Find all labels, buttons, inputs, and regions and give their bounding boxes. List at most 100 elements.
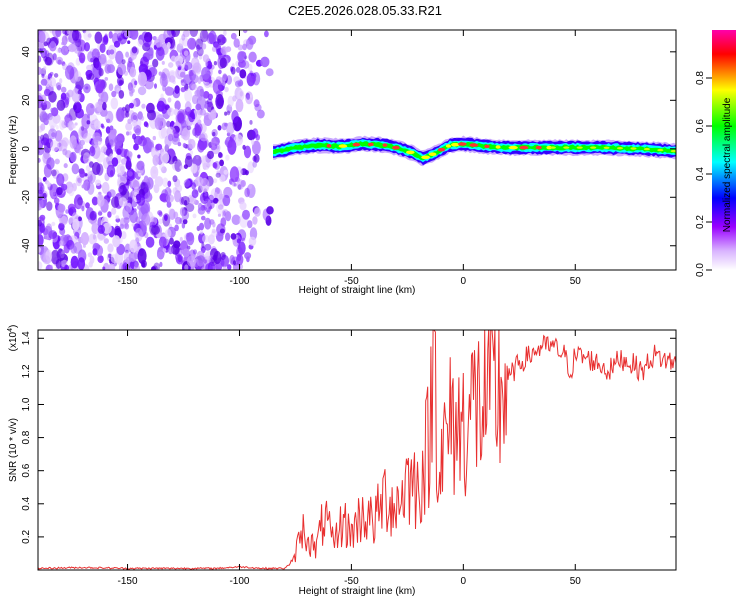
noise-blob — [220, 252, 226, 260]
noise-blob — [58, 240, 64, 247]
noise-blob — [230, 66, 236, 75]
noise-blob — [252, 140, 261, 155]
noise-blob — [178, 66, 181, 71]
noise-blob — [202, 54, 210, 63]
noise-blob — [38, 66, 42, 75]
noise-blob — [166, 120, 171, 128]
noise-blob — [197, 119, 202, 125]
noise-blob — [114, 225, 121, 233]
noise-blob — [94, 120, 101, 130]
noise-blob — [128, 102, 134, 109]
colorbar: 0.0 0.2 0.4 0.6 0.8 Normalized spectral ampl… — [695, 30, 736, 277]
noise-blob — [81, 126, 85, 131]
noise-blob — [83, 132, 92, 143]
noise-blob — [83, 30, 92, 41]
noise-blob — [100, 146, 107, 153]
noise-blob — [189, 150, 194, 155]
noise-blob — [70, 255, 79, 269]
noise-blob — [134, 227, 143, 242]
noise-blob — [241, 237, 246, 242]
noise-blob — [212, 178, 218, 184]
noise-blob — [109, 139, 114, 146]
noise-blob — [88, 110, 92, 115]
noise-blob — [224, 111, 228, 116]
noise-blob — [50, 140, 60, 152]
noise-blob — [63, 121, 68, 126]
noise-blob — [127, 171, 133, 177]
noise-blob — [235, 66, 241, 73]
signal-hotspot — [338, 144, 348, 148]
noise-blob — [92, 248, 98, 256]
noise-blob — [68, 43, 77, 53]
noise-blob — [137, 86, 147, 96]
noise-blob — [155, 46, 165, 61]
snr-frame — [37, 329, 677, 571]
noise-blob — [108, 253, 112, 259]
noise-blob — [161, 166, 167, 174]
noise-blob — [242, 209, 250, 220]
snr-series-line — [38, 330, 676, 570]
snr-panel: -150 -100 -50 0 50 0.2 0.4 0.6 0.8 1.0 1.2 1.4 Hei… — [7, 325, 677, 597]
y-tick-label: 0 — [21, 146, 32, 152]
signal-hotspot — [469, 143, 479, 147]
noise-blob — [56, 173, 65, 186]
noise-blob — [190, 163, 198, 174]
noise-blob — [247, 161, 255, 174]
noise-blob — [159, 73, 168, 87]
noise-blob — [60, 92, 67, 101]
noise-blob — [143, 121, 148, 127]
noise-blob — [184, 61, 193, 70]
noise-blob — [235, 98, 244, 113]
noise-blob — [168, 62, 174, 68]
noise-blob — [40, 78, 48, 86]
noise-blob — [152, 58, 159, 68]
noise-blob — [57, 59, 62, 65]
noise-blob — [105, 126, 111, 134]
noise-blob — [180, 87, 186, 93]
noise-blob — [88, 233, 98, 245]
noise-blob — [248, 51, 257, 63]
noise-blob — [193, 107, 203, 120]
noise-blob — [158, 211, 163, 217]
noise-blob — [189, 30, 199, 37]
noise-blob — [55, 82, 62, 90]
noise-blob — [240, 180, 246, 187]
x-tick-label: 50 — [570, 576, 582, 587]
noise-blob — [216, 200, 225, 215]
noise-blob — [179, 249, 184, 255]
noise-blob — [75, 38, 82, 48]
noise-blob — [242, 144, 246, 150]
noise-blob — [64, 264, 69, 270]
noise-blob — [114, 135, 124, 147]
noise-blob — [134, 128, 141, 136]
spectrogram-panel: -150 -100 -50 0 50 -40 -20 0 20 40 Height of str… — [8, 29, 677, 296]
signal-hotspot — [367, 142, 374, 147]
noise-blob — [202, 91, 210, 99]
noise-blob — [142, 213, 151, 226]
noise-blob — [184, 155, 193, 168]
noise-blob — [134, 80, 138, 86]
noise-blob — [180, 79, 187, 87]
noise-blob — [92, 132, 101, 143]
noise-blob — [53, 73, 59, 78]
noise-blob — [169, 237, 174, 245]
noise-blob — [111, 207, 117, 215]
noise-blob — [137, 39, 144, 47]
noise-blob — [57, 203, 66, 213]
colorbar-tick-label: 0.2 — [695, 215, 706, 229]
noise-blob — [95, 179, 101, 186]
signal-hotspot — [406, 150, 415, 155]
noise-blob — [112, 235, 121, 248]
noise-blob — [231, 110, 239, 123]
noise-blob — [79, 139, 86, 146]
noise-blob — [111, 157, 119, 167]
noise-blob — [70, 245, 77, 254]
noise-blob — [68, 186, 75, 197]
noise-blob — [172, 129, 177, 135]
noise-blob — [217, 213, 222, 217]
noise-blob — [239, 201, 247, 211]
signal-hotspot — [617, 147, 623, 150]
noise-blob — [71, 30, 80, 41]
noise-blob — [83, 179, 91, 191]
noise-blob — [60, 183, 68, 191]
